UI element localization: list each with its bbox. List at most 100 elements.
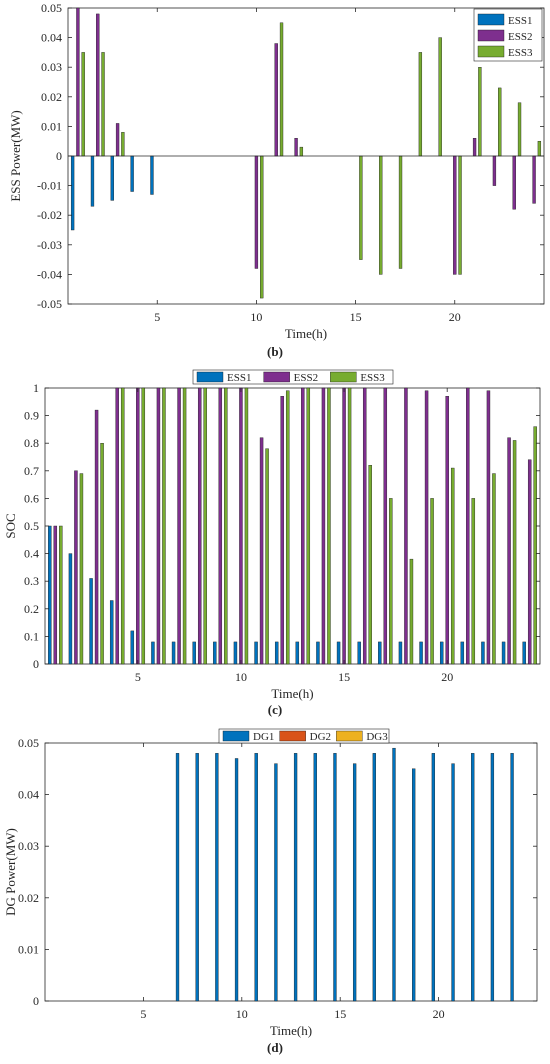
bar-ess3-t22 (498, 87, 502, 157)
bar-ess3-t3 (121, 132, 125, 157)
x-tick-label: 15 (334, 1007, 346, 1021)
legend-label-dg3: DG3 (366, 731, 388, 743)
bar-ess2-t9 (218, 387, 223, 665)
legend: DG1 DG2 DG3 (218, 728, 390, 744)
legend-label-ess2: ESS2 (294, 372, 318, 384)
bar-ess3-t11 (265, 448, 269, 665)
bar-ess1-t5 (150, 155, 154, 195)
bar-ess3-t2 (101, 52, 105, 157)
bar-ess3-t1 (59, 525, 63, 665)
bar-ess2-t24 (532, 155, 536, 204)
x-tick-label: 15 (338, 670, 350, 684)
bar-ess3-t18 (409, 558, 414, 665)
legend-label-dg1: DG1 (253, 731, 274, 743)
bar-ess2-t16 (362, 387, 367, 665)
legend-label-ess3: ESS3 (360, 372, 385, 384)
bar-ess1-t2 (68, 553, 73, 665)
bar-ess1-t10 (233, 641, 238, 665)
x-tick-label: 20 (449, 310, 461, 324)
bar-ess3-t20 (450, 467, 455, 665)
bar-dg1-t18 (392, 747, 396, 1002)
bar-ess2-t5 (136, 387, 140, 665)
chart-c: 5 10 15 20 0 0.1 0.2 0.3 0.4 0.5 0.6 0.7 0.8 0.9 1 Time… (3, 369, 541, 717)
bar-ess1-t16 (357, 641, 361, 665)
legend-label-dg2: DG2 (310, 731, 331, 743)
bar-ess1-t19 (419, 641, 423, 665)
bars (48, 387, 537, 665)
bar-ess1-t20 (439, 641, 444, 665)
bar-ess2-t14 (321, 387, 326, 665)
bar-ess3-t17 (389, 498, 393, 665)
bar-ess2-t12 (294, 138, 298, 157)
bar-ess3-t16 (368, 465, 372, 665)
bar-ess3-t10 (244, 387, 249, 665)
bar-ess3-t19 (430, 498, 434, 665)
legend-label-ess2: ESS2 (508, 31, 532, 43)
y-tick-label: 0.01 (18, 942, 39, 956)
bar-ess2-t7 (177, 387, 181, 665)
y-tick-label: 0.05 (41, 1, 62, 15)
bar-ess2-t2 (96, 13, 100, 157)
bar-ess2-t20 (453, 155, 457, 275)
y-tick-label: 0.3 (24, 574, 39, 588)
y-tick-label: 0.03 (41, 60, 62, 74)
bar-ess2-t22 (486, 390, 491, 665)
y-tick-label: 0 (33, 657, 39, 671)
bar-ess3-t19 (438, 37, 442, 157)
bar-ess3-t20 (458, 155, 462, 275)
x-tick-label: 5 (140, 1007, 146, 1021)
bar-ess2-t6 (156, 387, 161, 665)
y-tick-label: 0 (56, 149, 62, 163)
bar-ess3-t18 (418, 52, 423, 157)
bar-ess2-t11 (274, 43, 278, 157)
bar-ess1-t9 (213, 641, 217, 665)
bar-ess1-t3 (89, 578, 93, 665)
bar-ess2-t18 (404, 387, 408, 665)
axes-box (44, 742, 538, 1002)
bars (175, 747, 514, 1002)
bar-ess1-t5 (130, 630, 135, 665)
bar-ess3-t7 (182, 387, 187, 665)
bar-ess3-t10 (260, 155, 264, 299)
y-tick-label: 0.2 (24, 602, 39, 616)
bar-ess3-t15 (359, 155, 363, 260)
bar-ess2-t22 (492, 155, 497, 186)
bar-ess3-t21 (478, 66, 482, 157)
bar-ess1-t3 (110, 155, 114, 201)
x-tick-label: 20 (433, 1007, 445, 1021)
bar-ess3-t24 (533, 426, 537, 665)
bar-ess1-t8 (192, 641, 196, 665)
bar-ess1-t15 (336, 641, 341, 665)
bar-ess2-t1 (76, 7, 80, 157)
y-tick-label: 0.04 (18, 788, 39, 802)
bar-ess1-t6 (151, 641, 155, 665)
bar-ess1-t4 (109, 600, 114, 665)
bar-ess3-t22 (492, 473, 496, 665)
bar-ess1-t2 (90, 155, 95, 207)
bar-ess2-t24 (527, 459, 532, 665)
y-tick-label: -0.03 (37, 238, 62, 252)
y-tick-label: 0.7 (24, 464, 39, 478)
y-axis-label: ESS Power(MW) (8, 110, 23, 201)
bar-ess2-t20 (445, 396, 449, 665)
bar-dg1-t14 (313, 753, 317, 1002)
bar-ess3-t23 (512, 440, 517, 665)
bar-ess3-t13 (306, 387, 311, 665)
bar-dg1-t16 (352, 763, 357, 1002)
x-tick-label: 10 (250, 310, 262, 324)
legend-swatch-ess3 (477, 45, 505, 58)
bar-dg1-t13 (293, 753, 298, 1002)
legend-swatch-ess2 (263, 371, 290, 383)
bar-ess2-t2 (74, 470, 78, 665)
bar-dg1-t15 (333, 753, 337, 1002)
bar-ess1-t13 (295, 641, 300, 665)
y-tick-label: -0.02 (37, 208, 62, 222)
legend: ESS1 ESS2 ESS3 (192, 369, 394, 385)
bar-ess2-t8 (197, 387, 202, 665)
bar-ess3-t3 (100, 443, 104, 665)
x-tick-label: 20 (441, 670, 453, 684)
bar-ess2-t13 (301, 387, 305, 665)
x-axis-label: Time(h) (285, 326, 327, 341)
panel-label: (d) (267, 1040, 283, 1055)
bar-ess1-t22 (481, 641, 485, 665)
